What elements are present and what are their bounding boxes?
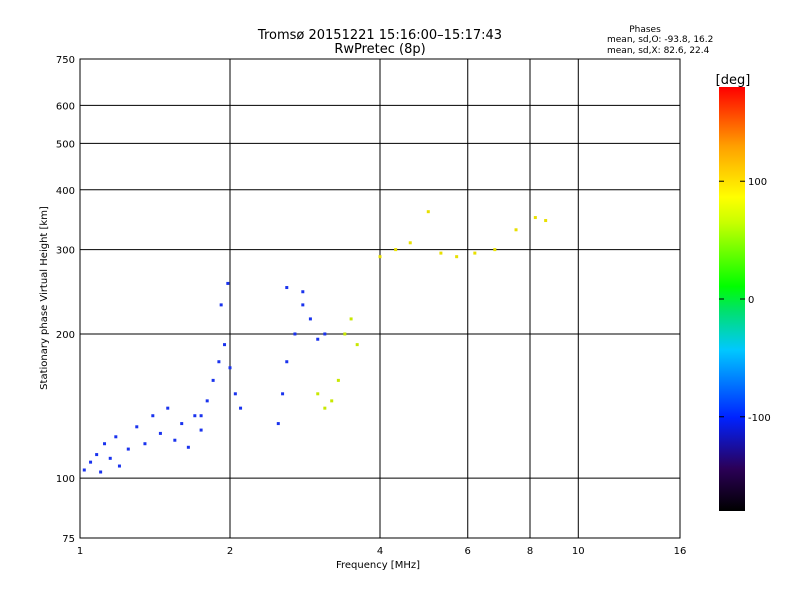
data-point — [226, 281, 230, 285]
data-point — [394, 248, 398, 252]
data-point — [126, 447, 130, 451]
data-point — [544, 219, 548, 223]
y-tick-label: 100 — [56, 474, 75, 485]
chart-title: Tromsø 20151221 15:16:00–15:17:43 — [257, 28, 502, 43]
colorbar-tick-label: 100 — [748, 177, 767, 188]
data-point — [135, 425, 139, 429]
data-point — [323, 332, 327, 336]
x-tick-label: 4 — [377, 546, 383, 557]
data-point — [439, 251, 443, 255]
data-point — [285, 360, 289, 364]
data-point — [293, 332, 297, 336]
data-point — [82, 468, 86, 472]
data-point — [285, 286, 289, 290]
data-point — [426, 210, 430, 214]
data-point — [514, 228, 518, 232]
y-tick-label: 750 — [56, 55, 75, 66]
stats-x-line: mean, sd,X: 82.6, 22.4 — [607, 46, 710, 56]
data-point — [228, 366, 232, 370]
data-points — [82, 210, 548, 474]
x-tick-labels: 1 2 4 6 8 10 16 — [77, 546, 687, 557]
data-point — [349, 317, 353, 321]
data-point — [193, 414, 197, 418]
data-point — [301, 303, 305, 307]
data-point — [239, 406, 243, 410]
data-point — [301, 290, 305, 294]
x-tick-label: 2 — [227, 546, 233, 557]
data-point — [316, 392, 320, 396]
data-point — [408, 241, 412, 245]
data-point — [199, 414, 203, 418]
y-tick-label: 400 — [56, 186, 75, 197]
data-point — [355, 343, 359, 347]
data-point — [151, 414, 155, 418]
data-point — [199, 428, 203, 432]
data-point — [473, 251, 477, 255]
data-point — [378, 255, 382, 259]
data-point — [158, 431, 162, 435]
colorbar-label: [deg] — [716, 73, 751, 88]
data-point — [89, 460, 93, 464]
data-point — [180, 422, 184, 426]
data-point — [173, 438, 177, 442]
colorbar-tick-label: 0 — [748, 295, 754, 306]
data-point — [103, 442, 107, 446]
y-tick-label: 600 — [56, 101, 75, 112]
data-point — [186, 445, 190, 449]
data-point — [99, 470, 103, 474]
x-tick-label: 1 — [77, 546, 83, 557]
data-point — [455, 255, 459, 259]
data-point — [211, 378, 215, 382]
y-axis-label: Stationary phase Virtual Height [km] — [39, 206, 50, 390]
data-point — [205, 399, 209, 403]
data-point — [323, 406, 327, 410]
data-point — [493, 248, 497, 252]
chart-subtitle: RwPretec (8p) — [334, 42, 425, 57]
data-point — [281, 392, 285, 396]
y-tick-label: 300 — [56, 246, 75, 257]
data-point — [95, 453, 99, 457]
y-tick-labels: 75 100 200 300 400 500 600 750 — [56, 55, 75, 545]
data-point — [336, 378, 340, 382]
y-tick-label: 200 — [56, 330, 75, 341]
data-point — [276, 422, 280, 426]
data-point — [117, 464, 121, 468]
x-tick-label: 10 — [572, 546, 585, 557]
data-point — [114, 435, 118, 439]
data-point — [330, 399, 334, 403]
data-point — [166, 406, 170, 410]
data-point — [316, 337, 320, 341]
data-point — [233, 392, 237, 396]
stats-heading: Phases — [629, 25, 661, 35]
y-tick-label: 75 — [62, 534, 75, 545]
data-point — [217, 360, 221, 364]
colorbar-tick-label: -100 — [748, 413, 771, 424]
data-point — [143, 442, 147, 446]
data-point — [343, 332, 347, 336]
x-axis-label: Frequency [MHz] — [336, 560, 420, 571]
data-point — [533, 216, 537, 220]
stats-o-line: mean, sd,O: -93.8, 16.2 — [607, 35, 713, 45]
colorbar-ticks: 100 0 -100 — [719, 177, 771, 424]
y-tick-label: 500 — [56, 139, 75, 150]
x-tick-label: 16 — [674, 546, 687, 557]
data-point — [223, 343, 227, 347]
x-tick-label: 6 — [465, 546, 471, 557]
data-point — [308, 317, 312, 321]
data-point — [108, 456, 112, 460]
x-tick-label: 8 — [527, 546, 533, 557]
grid — [80, 59, 680, 538]
data-point — [219, 303, 223, 307]
